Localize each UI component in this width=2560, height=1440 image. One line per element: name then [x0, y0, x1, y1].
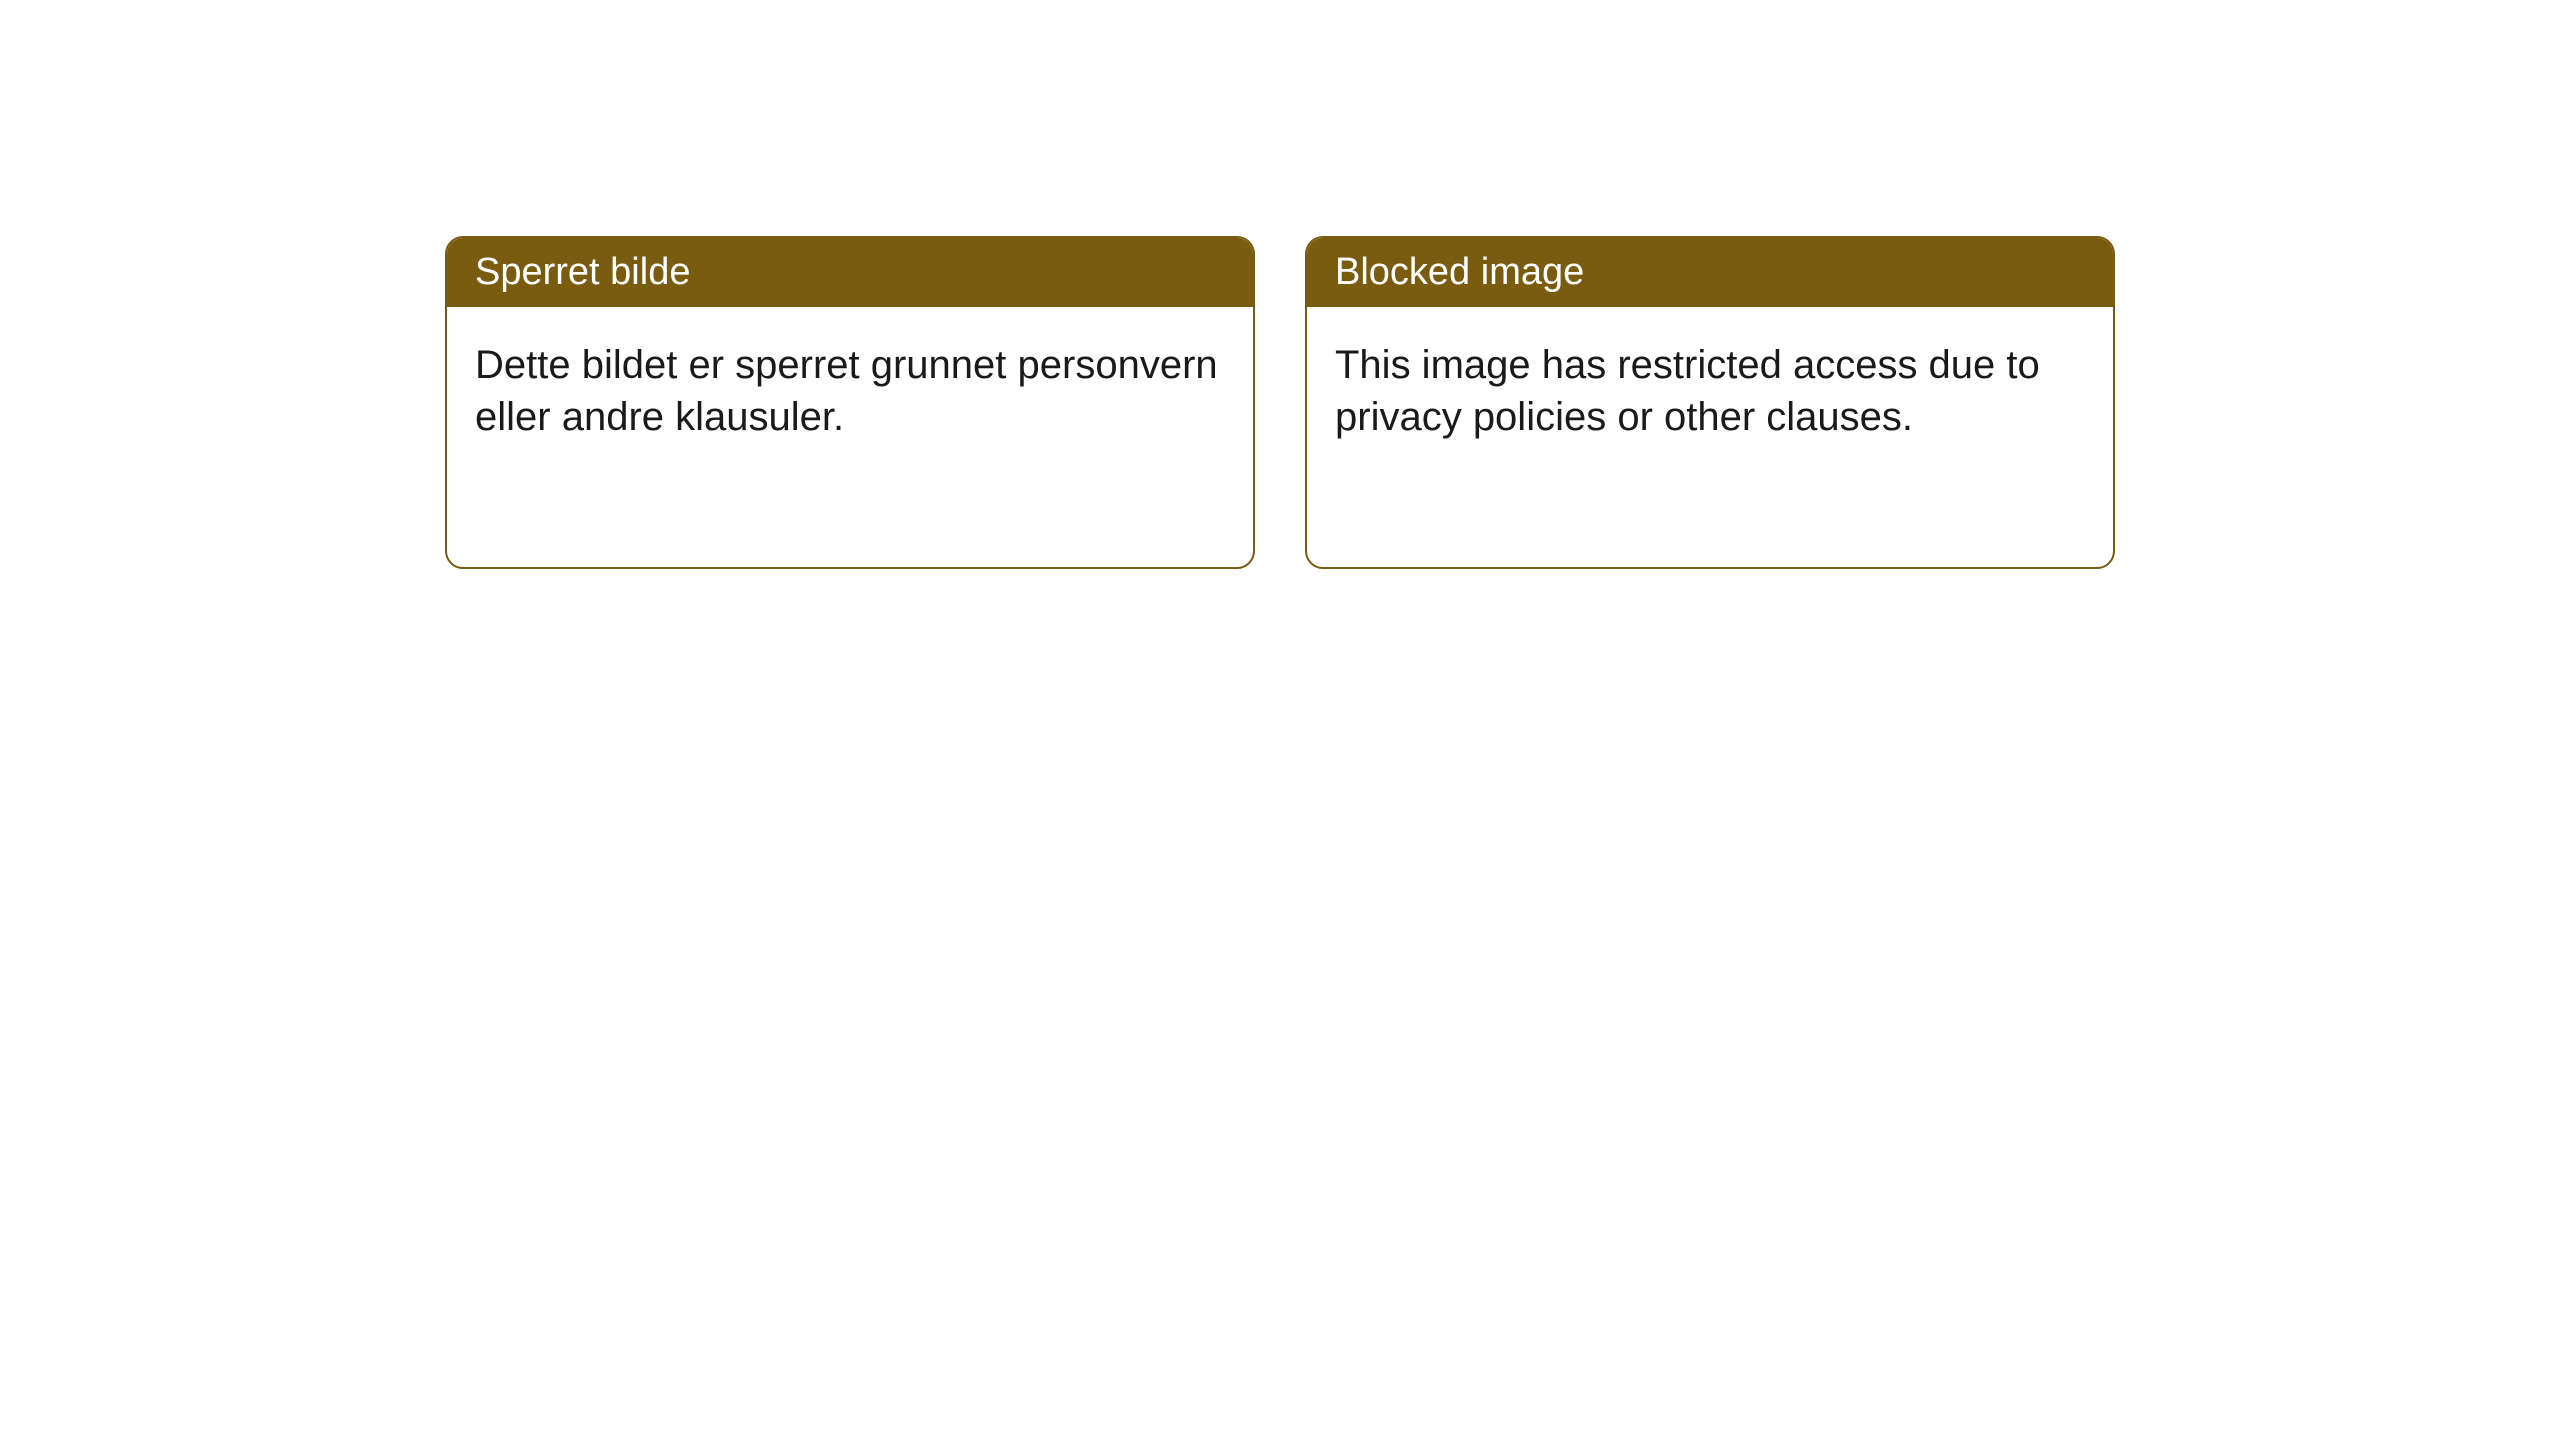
notice-body: This image has restricted access due to …	[1307, 307, 2113, 567]
notice-card-norwegian: Sperret bilde Dette bildet er sperret gr…	[445, 236, 1255, 569]
notice-body: Dette bildet er sperret grunnet personve…	[447, 307, 1253, 567]
notice-card-english: Blocked image This image has restricted …	[1305, 236, 2115, 569]
notice-container: Sperret bilde Dette bildet er sperret gr…	[0, 0, 2560, 569]
notice-header: Blocked image	[1307, 238, 2113, 307]
notice-message: This image has restricted access due to …	[1335, 343, 2040, 439]
notice-header: Sperret bilde	[447, 238, 1253, 307]
notice-message: Dette bildet er sperret grunnet personve…	[475, 343, 1218, 439]
notice-title: Sperret bilde	[475, 251, 690, 293]
notice-title: Blocked image	[1335, 251, 1584, 293]
